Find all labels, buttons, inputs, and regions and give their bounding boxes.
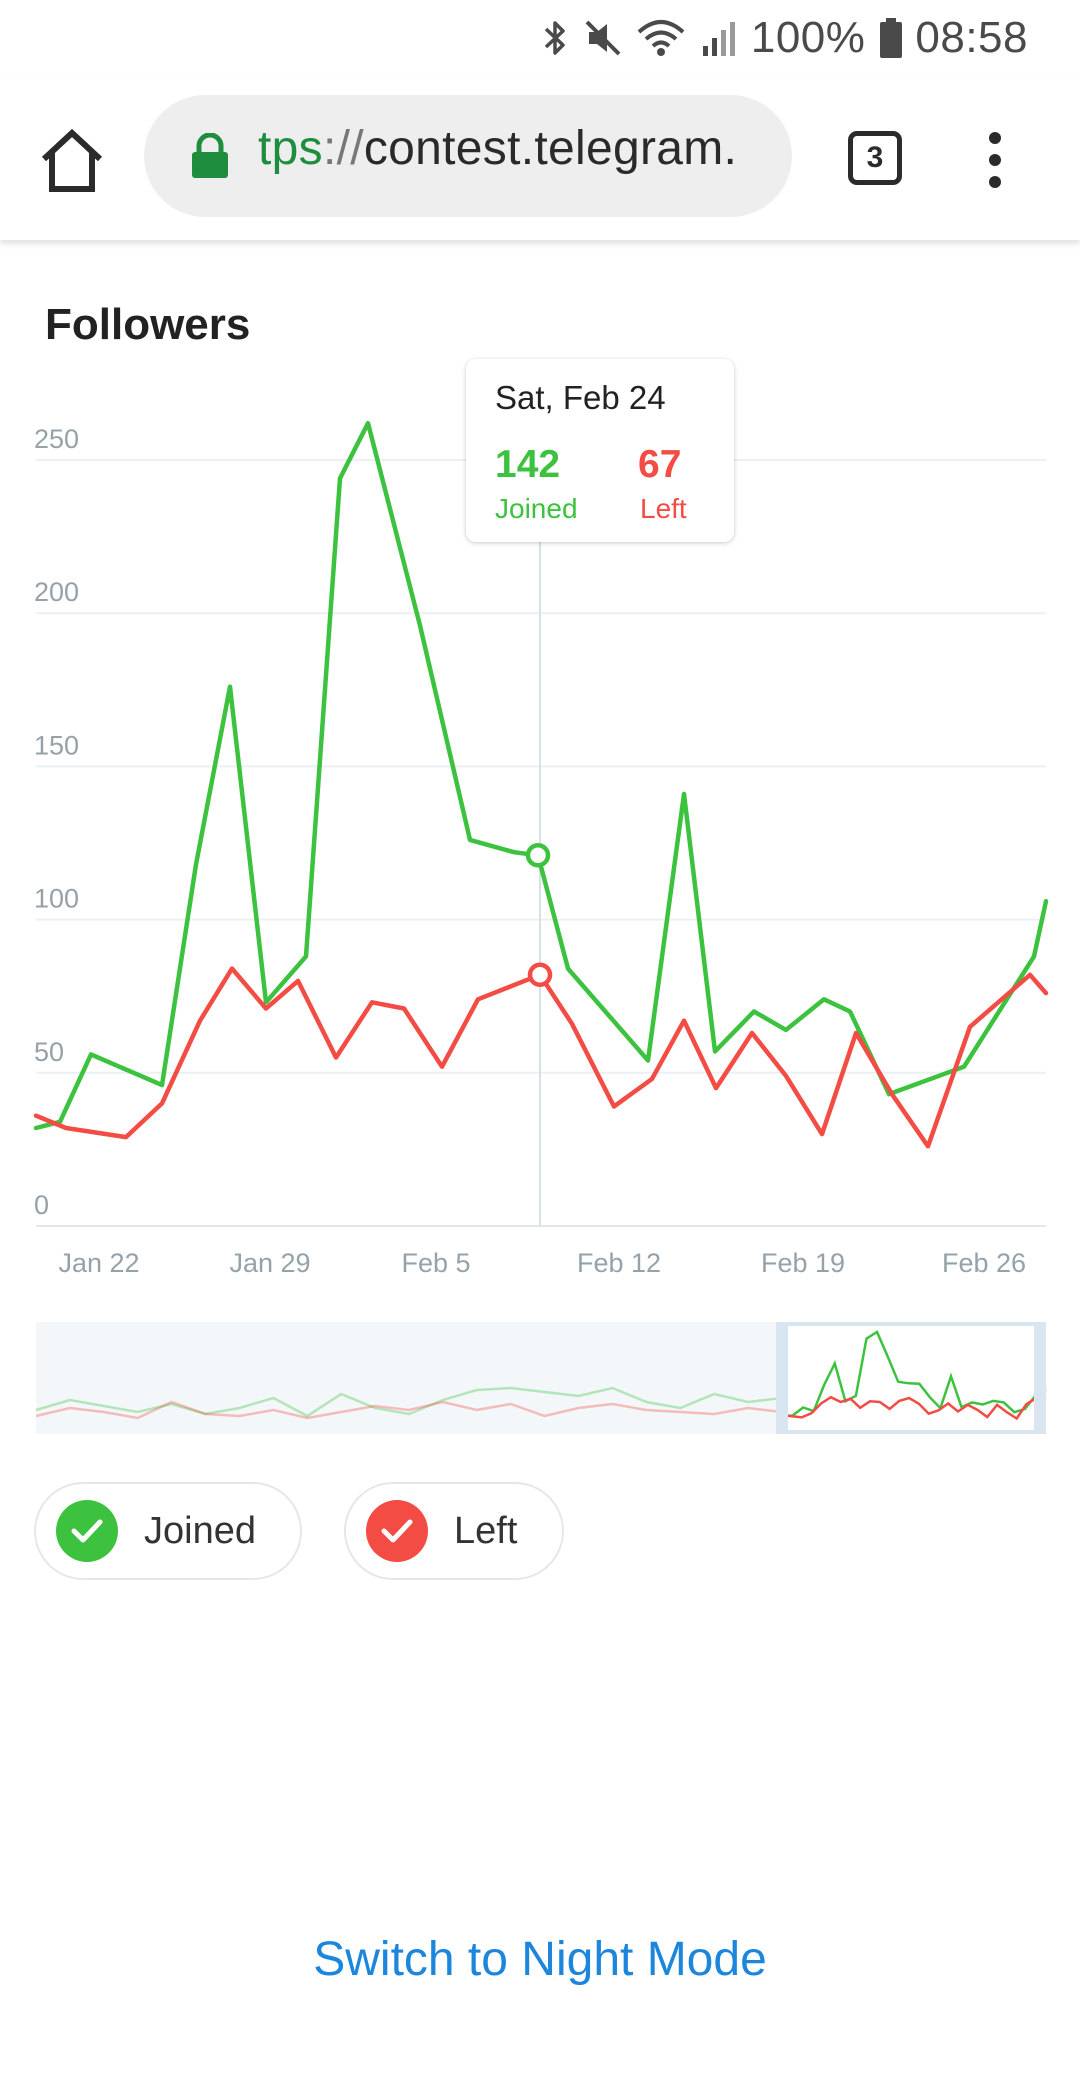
battery-level: 100% xyxy=(750,12,866,62)
navigator-faded-lines xyxy=(35,1386,783,1420)
bluetooth-icon xyxy=(543,18,569,58)
battery-icon xyxy=(879,17,903,59)
navigator-handle-left[interactable] xyxy=(776,1322,788,1434)
navigator-window-bg xyxy=(782,1322,1046,1434)
url-host: contest.telegram. xyxy=(363,122,738,175)
more-vert-icon xyxy=(989,132,1001,188)
y-tick-label: 100 xyxy=(34,884,79,914)
legend-label-left: Left xyxy=(454,1509,518,1552)
navigator-active-joined xyxy=(781,1330,1047,1418)
home-icon xyxy=(41,128,103,192)
tooltip-left-value: 67 xyxy=(638,443,682,486)
browser-toolbar: tps://contest.telegram. 3 xyxy=(0,75,1080,240)
x-axis-labels: Jan 22 Jan 29 Feb 5 Feb 12 Feb 19 Feb 26 xyxy=(58,1248,1026,1278)
chart-title: Followers xyxy=(45,300,251,349)
selection-markers xyxy=(525,843,553,988)
navigator-active-left xyxy=(781,1395,1047,1421)
lock-icon xyxy=(190,132,230,179)
navigator-window-top xyxy=(788,1322,1034,1326)
chart-tooltip: Sat, Feb 24 142 Joined 67 Left xyxy=(466,359,734,542)
x-tick-label: Feb 19 xyxy=(761,1248,845,1278)
series-line-left xyxy=(33,966,1049,1149)
signal-icon xyxy=(699,18,739,58)
tooltip-date: Sat, Feb 24 xyxy=(495,379,666,416)
x-tick-label: Feb 12 xyxy=(577,1248,661,1278)
x-tick-label: Feb 26 xyxy=(942,1248,1026,1278)
url-bar[interactable]: tps://contest.telegram. xyxy=(144,95,792,217)
url-text: tps://contest.telegram. xyxy=(258,121,737,176)
wifi-icon xyxy=(637,18,685,58)
check-icon xyxy=(366,1500,428,1562)
clock: 08:58 xyxy=(915,12,1028,62)
legend-toggle-left[interactable]: Left xyxy=(344,1482,564,1580)
navigator-faded-joined xyxy=(35,1386,783,1418)
url-separator: :// xyxy=(322,122,364,175)
y-axis-labels: 0 50 100 150 200 250 xyxy=(34,424,79,1220)
tooltip-joined-label: Joined xyxy=(495,493,578,524)
followers-chart[interactable]: 0 50 100 150 200 250 Jan 22 Jan 29 Feb 5 Feb 12 F… xyxy=(0,0,1080,1460)
tab-switcher-button[interactable]: 3 xyxy=(848,131,902,185)
range-navigator[interactable] xyxy=(35,1322,1047,1434)
x-tick-label: Jan 22 xyxy=(58,1248,139,1278)
tooltip-left-label: Left xyxy=(640,493,687,524)
y-tick-label: 50 xyxy=(34,1037,64,1067)
selected-point-joined xyxy=(525,843,551,868)
overflow-menu-button[interactable] xyxy=(980,131,1010,189)
url-scheme: tps xyxy=(258,122,323,175)
x-tick-label: Feb 5 xyxy=(401,1248,470,1278)
y-tick-label: 0 xyxy=(34,1190,49,1220)
x-tick-label: Jan 29 xyxy=(229,1248,310,1278)
navigator-active-lines xyxy=(781,1330,1047,1421)
mute-icon xyxy=(583,18,623,58)
status-bar: 100% 08:58 xyxy=(0,0,1080,75)
y-tick-label: 200 xyxy=(34,577,79,607)
switch-night-mode-link[interactable]: Switch to Night Mode xyxy=(313,1933,767,1986)
y-tick-label: 250 xyxy=(34,424,79,454)
legend-label-joined: Joined xyxy=(144,1509,256,1552)
selected-point-left xyxy=(527,962,553,988)
legend-toggle-joined[interactable]: Joined xyxy=(34,1482,302,1580)
navigator-faded-left xyxy=(35,1400,783,1420)
tab-count: 3 xyxy=(866,141,884,174)
tooltip-joined-value: 142 xyxy=(495,443,561,486)
navigator-window-bottom xyxy=(788,1430,1034,1434)
navigator-handle-right[interactable] xyxy=(1034,1322,1046,1434)
check-icon xyxy=(56,1500,118,1562)
y-tick-label: 150 xyxy=(34,730,79,760)
home-button[interactable] xyxy=(36,125,108,197)
